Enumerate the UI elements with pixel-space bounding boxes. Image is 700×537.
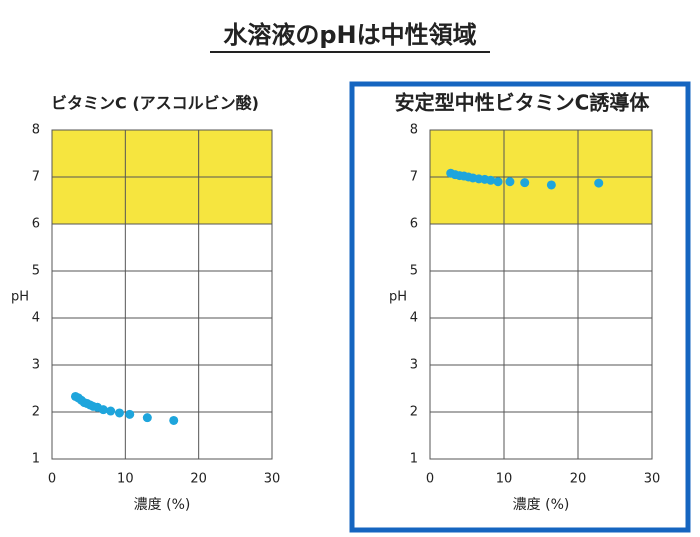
chart-title: 安定型中性ビタミンC誘導体: [395, 91, 651, 115]
x-tick-label: 0: [48, 472, 56, 487]
y-tick-label: 2: [32, 405, 40, 420]
x-tick-label: 30: [644, 472, 661, 487]
page-title: 水溶液のpHは中性領域: [223, 21, 476, 49]
y-tick-label: 8: [410, 123, 418, 138]
data-point: [106, 406, 116, 416]
data-point: [125, 409, 135, 419]
y-axis-label: pH: [389, 290, 407, 305]
y-tick-label: 6: [410, 217, 418, 232]
y-tick-label: 6: [32, 217, 40, 232]
x-tick-label: 0: [426, 472, 434, 487]
plot-frame: [51, 129, 273, 460]
data-point: [505, 177, 515, 187]
data-point: [142, 413, 152, 423]
x-tick-label: 20: [570, 472, 587, 487]
data-point: [114, 408, 124, 418]
y-tick-label: 5: [32, 264, 40, 279]
data-point: [98, 405, 108, 415]
data-point: [546, 180, 556, 190]
x-axis-label: 濃度 (%): [513, 497, 570, 513]
x-tick-label: 10: [496, 472, 513, 487]
y-tick-label: 4: [410, 311, 418, 326]
x-tick-label: 20: [190, 472, 207, 487]
y-tick-label: 7: [410, 170, 418, 185]
data-point: [169, 415, 179, 425]
panel-border: [349, 81, 691, 533]
data-point: [594, 178, 604, 188]
x-axis-label: 濃度 (%): [134, 497, 191, 513]
y-tick-label: 1: [410, 452, 418, 467]
y-tick-label: 1: [32, 452, 40, 467]
y-tick-label: 7: [32, 170, 40, 185]
plot-frame: [429, 129, 653, 460]
y-tick-label: 4: [32, 311, 40, 326]
data-point: [493, 177, 503, 187]
chart-title: ビタミンC (アスコルビン酸): [51, 94, 259, 113]
x-tick-label: 10: [117, 472, 134, 487]
y-axis-label: pH: [11, 290, 29, 305]
y-tick-label: 3: [410, 358, 418, 373]
y-tick-label: 5: [410, 264, 418, 279]
y-tick-label: 3: [32, 358, 40, 373]
data-point: [486, 175, 496, 185]
data-point: [520, 178, 530, 188]
x-tick-label: 30: [264, 472, 281, 487]
y-tick-label: 8: [32, 123, 40, 138]
y-tick-label: 2: [410, 405, 418, 420]
